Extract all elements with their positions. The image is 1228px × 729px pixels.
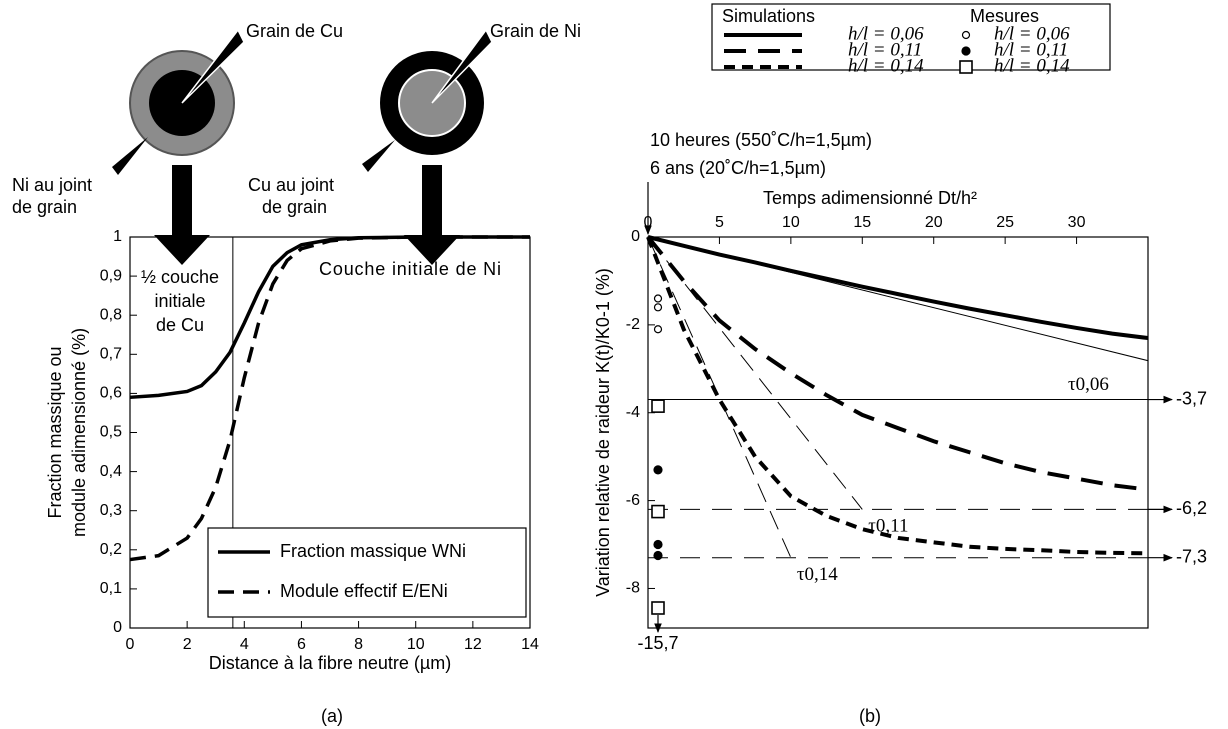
label: Ni au joint [12,175,92,195]
asymptote-label: -6,2 [1176,498,1207,518]
y-tick-label: -4 [626,404,640,421]
x-tick-label: 25 [996,214,1014,231]
y-axis-label: Fraction massique ou [45,346,65,518]
y-tick-label: 0,6 [100,385,122,402]
x-tick-label: 8 [354,636,363,653]
legend-label: h/l = 0,11 [994,39,1068,60]
y-tick-label: 0 [113,619,122,636]
x-tick-label: 12 [464,636,482,653]
tau-label: τ0,06 [1068,374,1109,395]
off-scale-label: -15,7 [637,633,678,653]
big-arrow [404,165,460,265]
label: Cu au joint [248,175,334,195]
caption: (a) [321,706,343,726]
measure-point [653,539,663,550]
legend-label: Module effectif E/ENi [280,581,448,601]
tangent [648,237,1148,362]
x-tick-label: 0 [126,636,135,653]
pointer [112,137,148,175]
y-axis-label: Variation relative de raideur K(t)/K0-1 … [593,268,613,597]
grain-diagram: Grain de Cu Grain de Ni Ni au joint de g… [12,21,581,265]
y-tick-label: 0,2 [100,541,122,558]
measure-point [651,601,665,615]
x-tick-label: 2 [183,636,192,653]
legend-title: Mesures [970,6,1039,26]
tau-label: τ0,14 [797,564,838,585]
region-label: ½ couche [141,267,219,287]
y-tick-label: -6 [626,492,640,509]
data-line [646,235,1149,492]
legend-marker [961,46,971,56]
caption: (b) [859,706,881,726]
big-arrow [154,165,210,265]
measure-point [651,399,665,413]
tau-label: τ0,11 [868,516,908,537]
x-tick-label: 10 [782,214,800,231]
plot-frame [647,236,1149,629]
asymptote-label: -3,7 [1176,388,1207,408]
legend-marker [959,60,973,74]
y-tick-label: 0,3 [100,502,122,519]
y-tick-label: 0,1 [100,580,122,597]
time-note: 10 heures (550˚C/h=1,5µm) [650,130,872,150]
y-tick-label: 0,7 [100,346,122,363]
pointer [181,28,245,104]
data-line [129,235,530,562]
label: de grain [262,197,327,217]
region-label: Couche initiale de Ni [319,259,501,279]
measure-point [653,325,663,334]
legend-title: Simulations [722,6,815,26]
label: Grain de Ni [490,21,581,41]
legend-marker [961,30,971,40]
legend-label: h/l = 0,11 [848,39,922,60]
y-tick-label: -8 [626,580,640,597]
y-tick-label: 0 [631,228,640,245]
y-tick-label: 0,8 [100,306,122,323]
x-tick-label: 15 [853,214,871,231]
y-tick-label: 0,4 [100,463,122,480]
legend-label: h/l = 0,06 [994,23,1070,44]
time-note: 6 ans (20˚C/h=1,5µm) [650,158,826,178]
region-label: de Cu [156,315,204,335]
measure-point [651,504,665,519]
x-tick-label: 30 [1068,214,1086,231]
measure-point [653,294,663,303]
region-label: initiale [154,291,205,311]
y-tick-label: 1 [113,228,122,245]
x-axis-label: Temps adimensionné Dt/h² [763,188,977,208]
x-tick-label: 4 [240,636,249,653]
legend-label: Fraction massique WNi [280,541,466,561]
tangent [648,237,863,510]
y-tick-label: 0,9 [100,267,122,284]
x-tick-label: 10 [407,636,425,653]
y-tick-label: -2 [626,316,640,333]
legend-box [207,527,527,618]
data-line [646,236,1149,556]
measure-point [653,465,663,475]
x-tick-label: 14 [521,636,539,653]
legend-label: h/l = 0,14 [994,55,1070,76]
legend-label: h/l = 0,06 [848,23,924,44]
x-axis-label: Distance à la fibre neutre (µm) [209,653,451,673]
measure-point [653,550,663,561]
data-line [647,235,1149,341]
label: Grain de Cu [246,21,343,41]
pointer [362,140,395,172]
legend-label: h/l = 0,14 [848,55,924,76]
y-axis-label: module adimensionné (%) [69,328,89,537]
y-tick-label: 0,5 [100,424,122,441]
label: de grain [12,197,77,217]
pointer [431,28,493,104]
measure-point [653,303,663,312]
asymptote-label: -7,3 [1176,546,1207,566]
x-tick-label: 20 [925,214,943,231]
x-tick-label: 6 [297,636,306,653]
x-tick-label: 5 [715,214,724,231]
